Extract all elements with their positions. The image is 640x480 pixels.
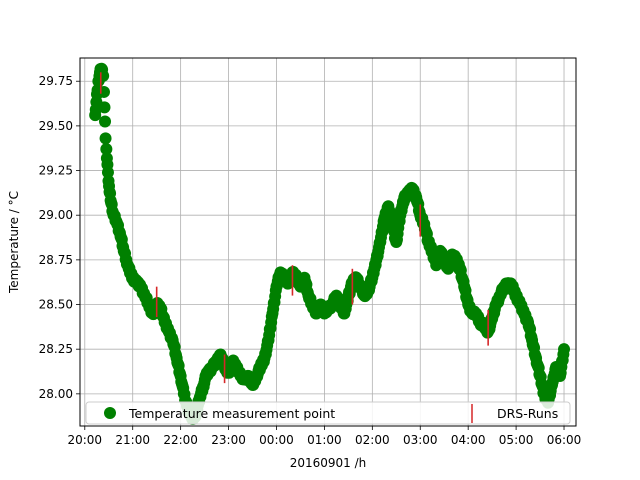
legend-box — [85, 401, 571, 425]
x-tick-label: 06:00 — [547, 433, 582, 447]
x-tick-label: 02:00 — [355, 433, 390, 447]
x-tick-label: 03:00 — [403, 433, 438, 447]
y-tick-label: 28.25 — [39, 342, 73, 356]
y-tick-label: 29.50 — [39, 119, 73, 133]
x-axis-label: 20160901 /h — [290, 456, 367, 470]
plot-frame — [79, 57, 577, 427]
legend-label-drs-runs: DRS-Runs — [497, 406, 558, 421]
legend-label-temperature: Temperature measurement point — [128, 406, 335, 421]
temperature-point — [99, 115, 112, 128]
y-axis-label: Temperature / °C — [7, 191, 21, 294]
x-tick-label: 05:00 — [499, 433, 534, 447]
y-tick-label: 29.25 — [39, 164, 73, 178]
y-tick-label: 29.75 — [39, 74, 73, 88]
temperature-point — [101, 166, 114, 179]
temperature-point — [558, 343, 571, 356]
x-tick-label: 22:00 — [163, 433, 198, 447]
x-tick-label: 00:00 — [259, 433, 294, 447]
y-tick-label: 28.75 — [39, 253, 73, 267]
y-tick-label: 29.00 — [39, 208, 73, 222]
x-tick-label: 20:00 — [67, 433, 102, 447]
x-tick-label: 23:00 — [211, 433, 246, 447]
x-tick-label: 21:00 — [115, 433, 150, 447]
temperature-point — [97, 69, 110, 82]
drs-runs — [99, 72, 489, 384]
temperature-point — [99, 132, 112, 145]
legend: Temperature measurement point DRS-Runs — [85, 401, 571, 425]
legend-marker-temperature — [104, 407, 116, 419]
y-tick-label: 28.00 — [39, 387, 73, 401]
x-tick-label: 01:00 — [307, 433, 342, 447]
temperature-points — [89, 62, 571, 425]
temperature-point — [97, 85, 110, 98]
grid — [80, 58, 576, 426]
temperature-point — [100, 143, 113, 156]
y-tick-label: 28.50 — [39, 298, 73, 312]
x-tick-label: 04:00 — [451, 433, 486, 447]
axis-ticks: 20:00 21:00 22:00 23:00 00:00 01:00 02:00 03:00… — [39, 74, 582, 447]
temperature-point — [98, 101, 111, 114]
